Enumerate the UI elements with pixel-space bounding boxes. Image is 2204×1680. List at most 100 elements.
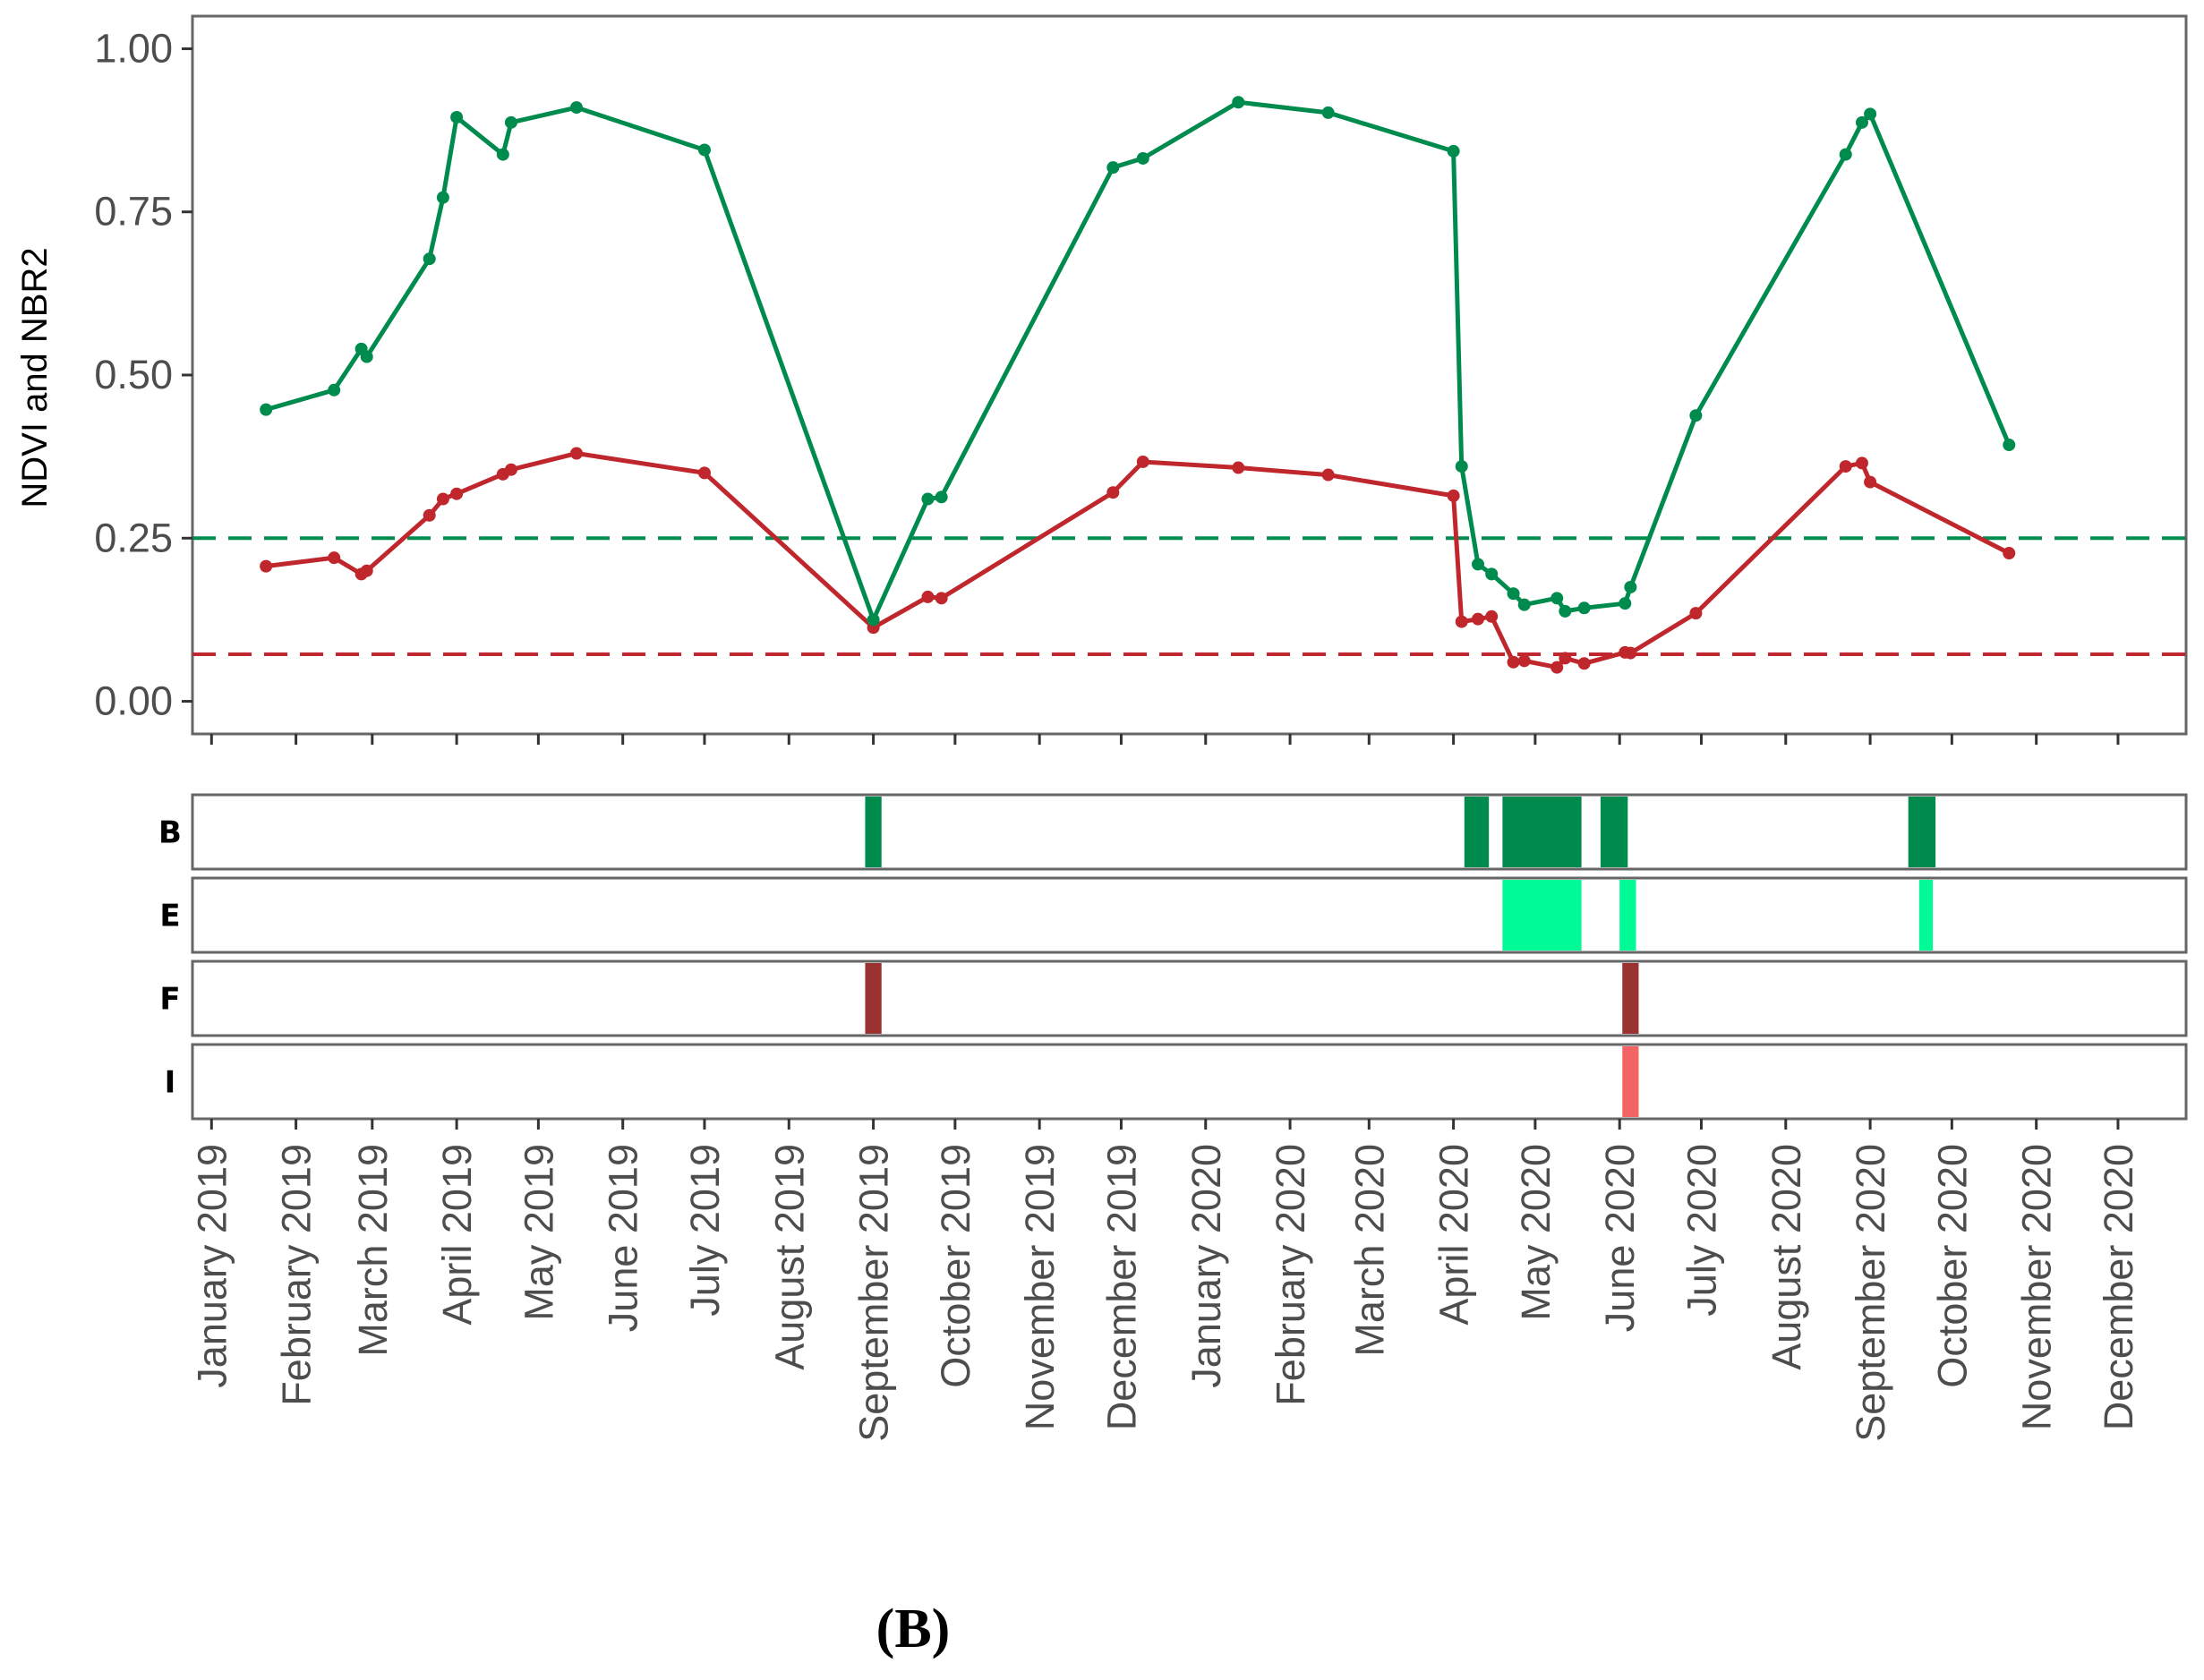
- series-layer: [260, 96, 2016, 674]
- x-tick-label: October 2020: [1929, 1144, 1975, 1388]
- strip-b-panel: [191, 793, 2188, 871]
- figure-caption: (B): [876, 1599, 951, 1659]
- strip-label: E: [159, 899, 180, 934]
- ndvi-point: [360, 350, 373, 363]
- strip-label: I: [165, 1065, 176, 1101]
- nbr2-point: [423, 508, 436, 522]
- ndvi-point: [496, 148, 509, 161]
- strip-b-event: [1600, 797, 1628, 867]
- strip-label: B: [158, 815, 182, 851]
- ndvi-point: [1839, 148, 1852, 161]
- ndvi-point: [1455, 460, 1468, 473]
- x-tick-label: August 2020: [1764, 1144, 1809, 1370]
- x-tick-label: June 2020: [1597, 1144, 1643, 1332]
- ndvi-point: [697, 143, 711, 157]
- ndvi-point: [1689, 409, 1703, 422]
- x-tick-label: March 2019: [350, 1144, 396, 1357]
- caption-paren-left: (: [876, 1599, 895, 1659]
- strip-label: F: [159, 982, 180, 1018]
- nbr2-point: [921, 590, 935, 603]
- nbr2-point: [450, 487, 464, 500]
- ndvi-point: [504, 115, 517, 129]
- ndvi-point: [1559, 604, 1572, 618]
- nbr2-point: [1517, 654, 1531, 668]
- x-tick-label: April 2019: [434, 1144, 480, 1326]
- strip-f-event: [1622, 963, 1639, 1034]
- nbr2-point: [1106, 486, 1120, 499]
- nbr2-point: [569, 447, 583, 460]
- nbr2-point: [2003, 547, 2016, 560]
- x-tick-label: May 2019: [516, 1144, 561, 1321]
- x-tick-label: April 2020: [1431, 1144, 1477, 1326]
- ndvi-point: [1517, 598, 1531, 611]
- x-tick-label: August 2019: [766, 1144, 812, 1370]
- ndvi-point: [1232, 96, 1245, 109]
- plot-panel: [191, 14, 2188, 736]
- nbr2-point: [328, 551, 341, 565]
- ndvi-point: [436, 191, 449, 204]
- x-tick-label: November 2020: [2014, 1144, 2060, 1430]
- x-tick-label: January 2019: [189, 1144, 235, 1388]
- strip-f-event: [865, 963, 882, 1034]
- x-tick-label: October 2019: [933, 1144, 978, 1388]
- nbr2-point: [1689, 607, 1703, 620]
- event-strips: B E F I: [158, 793, 2188, 1121]
- ndvi-point: [2003, 439, 2016, 452]
- x-axis: January 2019 February 2019 March 2019 April…: [189, 1119, 2141, 1442]
- x-axis-top-ticks: [209, 734, 2120, 745]
- x-tick-label: January 2020: [1183, 1144, 1229, 1388]
- ndvi-point: [1447, 144, 1460, 158]
- strip-b-event: [865, 797, 882, 867]
- x-tick-label: February 2020: [1268, 1144, 1313, 1406]
- caption-letter: B: [894, 1599, 931, 1659]
- nbr2-point: [360, 564, 373, 577]
- nbr2-point: [1447, 489, 1460, 502]
- nbr2-point: [697, 466, 711, 480]
- nbr2-point: [1507, 655, 1520, 669]
- strip-i-event: [1622, 1046, 1639, 1117]
- ndvi-point: [921, 492, 935, 506]
- x-tick-label: September 2020: [1848, 1144, 1893, 1442]
- x-tick-label: June 2019: [601, 1144, 646, 1332]
- nbr2-point: [1321, 468, 1335, 482]
- nbr2-point: [1577, 657, 1591, 670]
- ndvi-point: [1485, 567, 1499, 581]
- y-tick-label: 0.00: [94, 678, 173, 724]
- ndvi-point: [1577, 601, 1591, 615]
- x-tick-label: July 2020: [1679, 1144, 1724, 1317]
- y-tick-label: 0.25: [94, 515, 173, 560]
- nbr2-point: [504, 463, 517, 476]
- nbr2-point: [1471, 612, 1484, 626]
- ndvi-point: [569, 101, 583, 115]
- strip-e-event: [1502, 880, 1582, 951]
- nbr2-point: [260, 559, 273, 573]
- y-tick-label: 0.75: [94, 189, 173, 235]
- ndvi-point: [1550, 592, 1564, 605]
- ndvi-point: [1471, 558, 1484, 571]
- nbr2-point: [1624, 646, 1637, 660]
- nbr2-point: [1550, 661, 1564, 674]
- ndvi-point: [328, 383, 341, 397]
- ndvi-point: [935, 490, 948, 504]
- nbr2-point: [1232, 461, 1245, 474]
- strip-e-event: [1918, 880, 1934, 951]
- x-tick-label: September 2019: [851, 1144, 897, 1442]
- nbr2-point: [1455, 615, 1468, 628]
- ndvi-point: [1321, 106, 1335, 119]
- nbr2-point: [1839, 460, 1852, 473]
- x-tick-label: May 2020: [1513, 1144, 1559, 1321]
- y-tick-label: 1.00: [94, 25, 173, 71]
- caption-paren-right: ): [932, 1599, 951, 1659]
- nbr2-point: [1864, 475, 1877, 489]
- x-tick-label: March 2020: [1346, 1144, 1392, 1357]
- x-tick-label: July 2019: [682, 1144, 728, 1317]
- strip-e-panel: [191, 876, 2188, 954]
- strip-f-panel: [191, 959, 2188, 1037]
- strip-i-panel: [191, 1043, 2188, 1121]
- nbr2-point: [1485, 610, 1499, 623]
- ndvi-point: [1106, 161, 1120, 175]
- ndvi-series-line: [265, 99, 2012, 622]
- y-axis: 0.00 0.25 0.50 0.75 1.00: [94, 25, 192, 724]
- y-tick-label: 0.50: [94, 352, 173, 397]
